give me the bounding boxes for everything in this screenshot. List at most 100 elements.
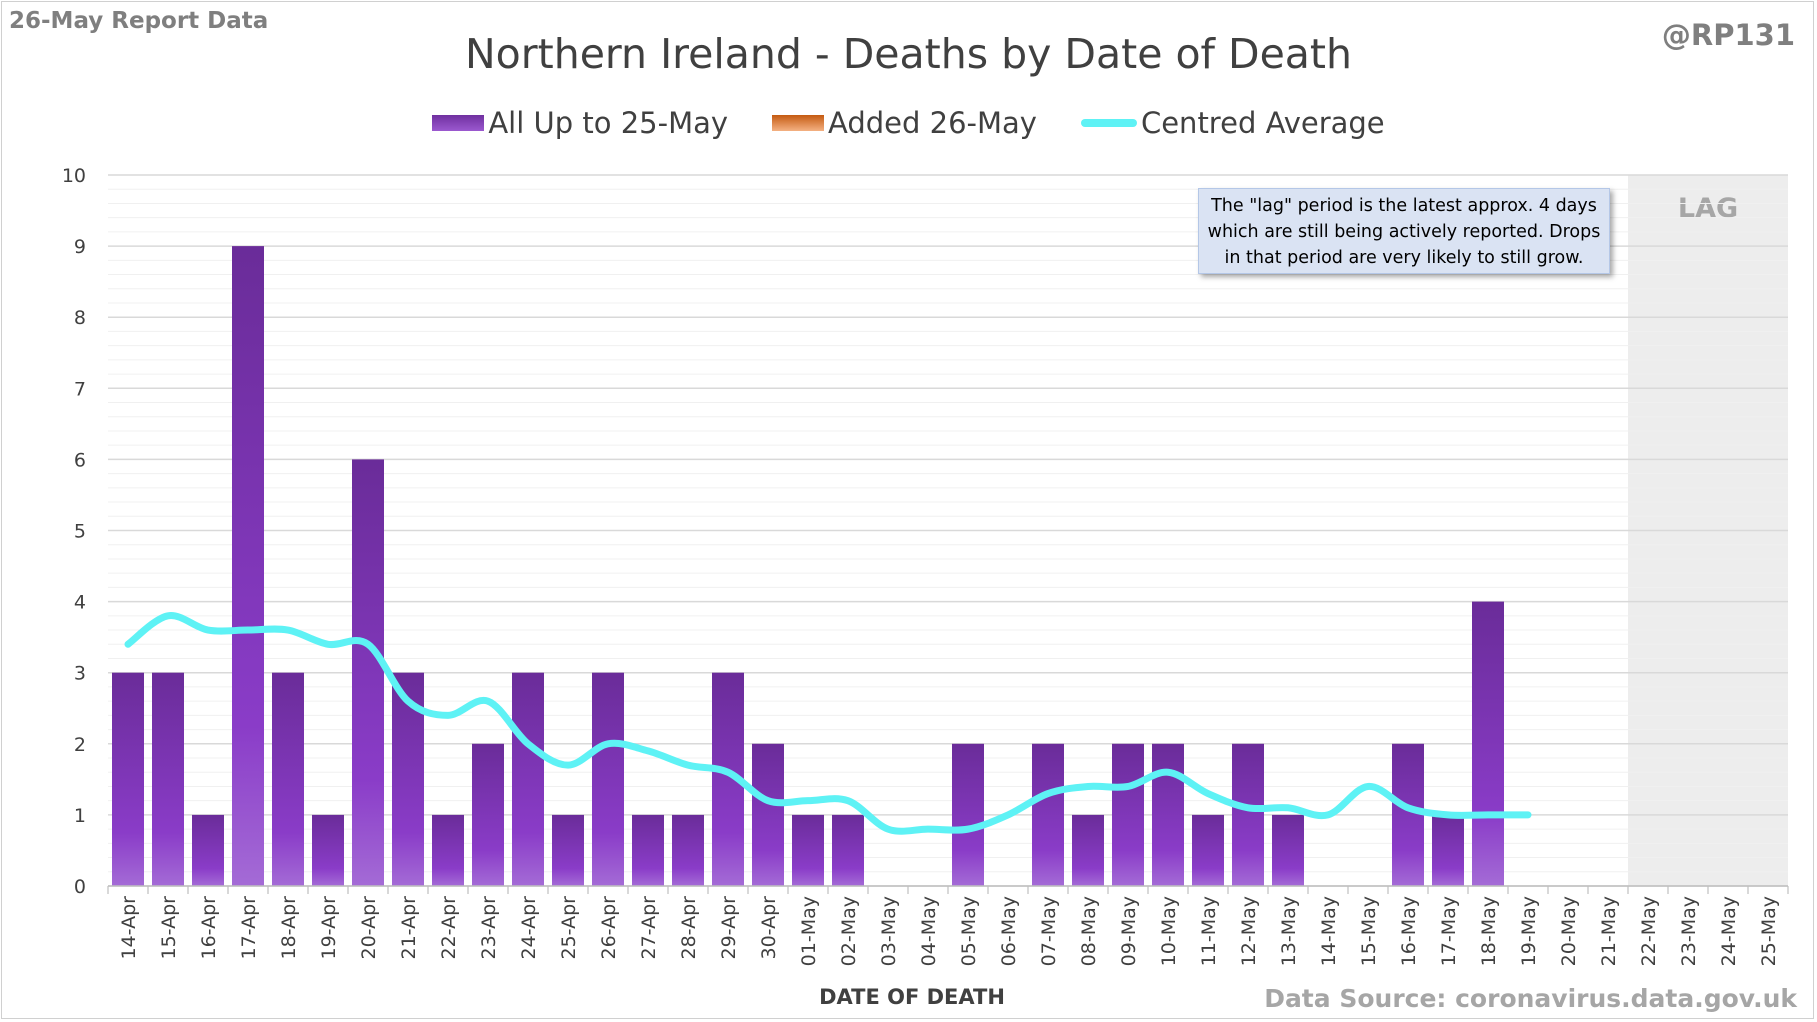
x-tick-label: 25-Apr [558, 896, 580, 960]
report-label: 26-May Report Data [9, 8, 269, 34]
x-tick-label: 28-Apr [678, 896, 700, 960]
bar-all-18-May [1472, 601, 1504, 886]
y-tick-label: 0 [74, 876, 86, 898]
legend-swatch-added [772, 115, 825, 131]
y-tick-label: 6 [74, 449, 86, 471]
x-tick-label: 24-Apr [518, 896, 540, 960]
x-tick-label: 17-May [1438, 896, 1460, 966]
y-tick-label: 9 [74, 236, 86, 258]
x-tick-label: 12-May [1238, 896, 1260, 966]
legend-swatch-all [432, 115, 485, 131]
bar-all-25-Apr [552, 814, 584, 886]
bar-all-13-May [1272, 814, 1304, 886]
bar-all-27-Apr [632, 814, 664, 886]
x-tick-label: 19-Apr [318, 896, 340, 960]
x-tick-label: 17-Apr [238, 896, 260, 960]
bar-all-08-May [1072, 814, 1104, 886]
x-tick-label: 21-May [1598, 896, 1620, 966]
bar-all-16-Apr [192, 814, 224, 886]
bar-all-07-May [1032, 743, 1064, 886]
x-tick-label: 23-Apr [478, 896, 500, 960]
y-tick-label: 5 [74, 521, 86, 543]
y-tick-label: 10 [62, 165, 86, 187]
bar-all-18-Apr [272, 672, 304, 886]
bar-all-20-Apr [352, 459, 384, 886]
bar-all-02-May [832, 814, 864, 886]
x-tick-label: 13-May [1278, 896, 1300, 966]
x-tick-label: 09-May [1118, 896, 1140, 966]
legend-item-all: All Up to 25-May [432, 106, 728, 140]
lag-note-line-1: The "lag" period is the latest approx. 4… [1211, 196, 1597, 216]
y-tick-label: 2 [74, 734, 86, 756]
bar-all-09-May [1112, 743, 1144, 886]
x-tick-label: 26-Apr [598, 896, 620, 960]
x-tick-label: 04-May [918, 896, 940, 966]
x-tick-label: 19-May [1518, 896, 1540, 966]
legend: All Up to 25-May Added 26-May Centred Av… [0, 106, 1817, 140]
x-tick-label: 20-Apr [358, 896, 380, 960]
x-tick-label: 18-May [1478, 896, 1500, 966]
bar-all-23-Apr [472, 743, 504, 886]
bar-all-24-Apr [512, 672, 544, 886]
legend-label-average: Centred Average [1140, 106, 1385, 140]
y-tick-label: 3 [74, 663, 86, 685]
x-tick-label: 05-May [958, 896, 980, 966]
x-tick-label: 27-Apr [638, 896, 660, 960]
bar-all-15-Apr [152, 672, 184, 886]
x-axis-title: DATE OF DEATH [819, 985, 1005, 1009]
legend-item-average: Centred Average [1080, 106, 1385, 140]
x-tick-label: 20-May [1558, 896, 1580, 966]
x-tick-label: 22-May [1638, 896, 1660, 966]
x-tick-label: 25-May [1758, 896, 1780, 966]
bar-all-10-May [1152, 743, 1184, 886]
bar-all-12-May [1232, 743, 1264, 886]
bar-all-14-Apr [112, 672, 144, 886]
bar-all-17-Apr [232, 246, 264, 887]
x-tick-label: 15-May [1358, 896, 1380, 966]
bar-all-26-Apr [592, 672, 624, 886]
x-tick-label: 01-May [798, 896, 820, 966]
bar-all-22-Apr [432, 814, 464, 886]
bar-all-28-Apr [672, 814, 704, 886]
lag-note: The "lag" period is the latest approx. 4… [1198, 188, 1610, 274]
y-tick-label: 7 [74, 378, 86, 400]
x-tick-label: 14-May [1318, 896, 1340, 966]
lag-note-line-2: which are still being actively reported.… [1207, 222, 1601, 242]
x-tick-label: 16-Apr [198, 896, 220, 960]
x-tick-label: 03-May [878, 896, 900, 966]
x-tick-label: 23-May [1678, 896, 1700, 966]
y-tick-label: 1 [74, 805, 86, 827]
legend-label-all: All Up to 25-May [488, 106, 729, 140]
legend-swatch-average [1080, 119, 1137, 127]
x-tick-label: 08-May [1078, 896, 1100, 966]
x-tick-label: 16-May [1398, 896, 1420, 966]
x-tick-label: 15-Apr [158, 896, 180, 960]
x-tick-label: 30-Apr [758, 896, 780, 960]
lag-note-line-3: in that period are very likely to still … [1224, 248, 1584, 268]
author-handle: @RP131 [1661, 18, 1795, 52]
x-tick-label: 14-Apr [118, 896, 140, 960]
bar-all-05-May [952, 743, 984, 886]
x-tick-label: 06-May [998, 896, 1020, 966]
legend-item-added: Added 26-May [772, 106, 1037, 140]
bar-all-19-Apr [312, 814, 344, 886]
x-tick-label: 11-May [1198, 896, 1220, 966]
x-tick-label: 10-May [1158, 896, 1180, 966]
legend-label-added: Added 26-May [828, 106, 1037, 140]
centred-average-line [124, 612, 1532, 835]
y-tick-label: 4 [74, 592, 86, 614]
data-source: Data Source: coronavirus.data.gov.uk [1264, 984, 1797, 1013]
x-tick-label: 02-May [838, 896, 860, 966]
bar-all-11-May [1192, 814, 1224, 886]
x-tick-label: 07-May [1038, 896, 1060, 966]
x-tick-label: 22-Apr [438, 896, 460, 960]
lag-label: LAG [1678, 193, 1738, 224]
chart-title: Northern Ireland - Deaths by Date of Dea… [465, 30, 1352, 78]
bar-all-17-May [1432, 814, 1464, 886]
y-tick-label: 8 [74, 307, 86, 329]
x-tick-label: 24-May [1718, 896, 1740, 966]
bar-all-30-Apr [752, 743, 784, 886]
x-tick-label: 21-Apr [398, 896, 420, 960]
